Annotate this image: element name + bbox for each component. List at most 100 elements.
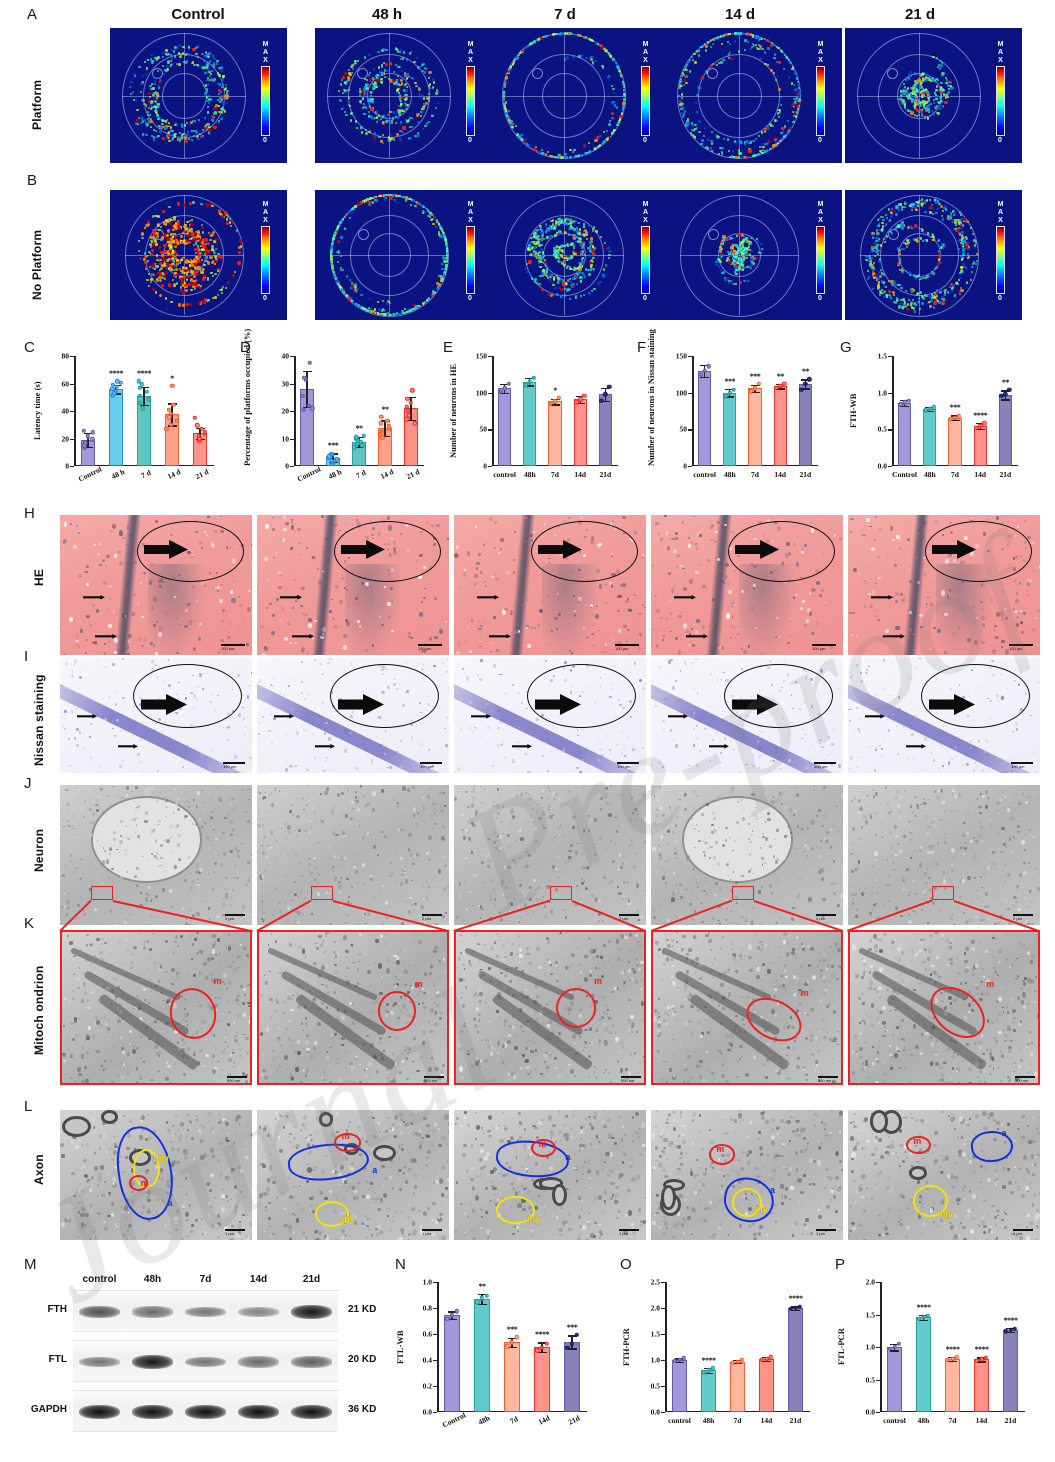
track-point	[171, 259, 174, 262]
track-point	[155, 111, 158, 115]
track-point	[762, 48, 765, 51]
track-point	[361, 97, 364, 100]
track-point	[564, 32, 567, 35]
track-point	[205, 55, 208, 59]
track-point	[602, 275, 605, 278]
track-point	[181, 303, 186, 307]
track-point	[201, 271, 205, 274]
track-point	[395, 116, 398, 119]
track-point	[381, 134, 384, 137]
track-point	[146, 117, 149, 120]
track-point	[720, 247, 723, 251]
track-point	[542, 36, 545, 39]
track-point	[155, 108, 158, 112]
track-point	[141, 133, 144, 136]
track-point	[207, 131, 211, 134]
track-point	[208, 52, 211, 55]
track-point	[396, 132, 400, 136]
track-point	[168, 121, 171, 124]
track-point	[757, 134, 760, 138]
heatmap-colorbar	[466, 226, 475, 294]
track-point	[608, 119, 612, 123]
track-point	[359, 100, 362, 103]
track-point	[396, 89, 399, 92]
track-point	[727, 52, 730, 55]
track-point	[207, 105, 210, 109]
track-point	[428, 74, 432, 78]
track-point	[555, 155, 558, 159]
track-point	[402, 126, 406, 130]
track-point	[165, 69, 168, 72]
track-point	[211, 63, 214, 67]
track-point	[793, 105, 796, 108]
track-point	[771, 125, 774, 128]
track-point	[333, 234, 336, 237]
track-point	[392, 138, 396, 141]
track-point	[607, 74, 610, 78]
track-point	[405, 58, 408, 61]
track-point	[181, 265, 184, 269]
track-point	[698, 131, 701, 134]
heatmap-colorbar	[641, 65, 650, 136]
track-point	[440, 262, 443, 266]
track-point	[157, 125, 160, 128]
track-point	[386, 76, 389, 79]
track-point	[210, 271, 213, 275]
panel-letter-a: A	[27, 6, 38, 23]
track-point	[171, 48, 174, 51]
track-point	[418, 93, 422, 96]
track-point	[930, 79, 933, 82]
track-point	[591, 39, 594, 42]
track-point	[186, 130, 190, 134]
track-point	[787, 76, 791, 79]
track-point	[154, 101, 158, 104]
track-point	[592, 226, 595, 229]
track-point	[171, 63, 174, 66]
track-point	[212, 80, 215, 83]
track-point	[607, 246, 611, 249]
track-point	[370, 94, 373, 97]
track-point	[204, 116, 207, 119]
track-point	[750, 236, 753, 240]
track-point	[715, 263, 718, 267]
track-point	[382, 72, 386, 75]
track-point	[522, 140, 526, 144]
track-point	[395, 110, 398, 113]
track-point	[510, 120, 513, 123]
track-point	[174, 275, 177, 278]
track-point	[379, 312, 382, 316]
track-point	[737, 250, 740, 253]
track-point	[149, 280, 152, 284]
track-point	[711, 140, 714, 144]
track-point	[155, 232, 159, 236]
track-point	[206, 122, 210, 127]
track-point	[546, 150, 549, 153]
track-point	[205, 96, 209, 99]
track-point	[433, 216, 437, 220]
arena-axis-v	[389, 33, 391, 158]
track-point	[339, 83, 342, 86]
colorbar-min-label: 0	[643, 137, 647, 144]
track-point	[391, 137, 394, 140]
track-point	[185, 122, 188, 125]
track-point	[604, 264, 607, 267]
track-point	[172, 129, 175, 133]
track-point	[155, 97, 159, 102]
track-point	[620, 112, 623, 116]
track-point	[222, 74, 225, 78]
track-point	[431, 78, 434, 81]
track-point	[386, 69, 389, 72]
track-point	[775, 60, 778, 63]
track-point	[572, 277, 575, 280]
track-point	[701, 139, 704, 142]
track-point	[776, 112, 780, 116]
track-point	[371, 116, 375, 119]
track-point	[683, 110, 687, 113]
track-point	[427, 84, 431, 88]
track-point	[162, 51, 165, 54]
track-point	[411, 125, 414, 128]
